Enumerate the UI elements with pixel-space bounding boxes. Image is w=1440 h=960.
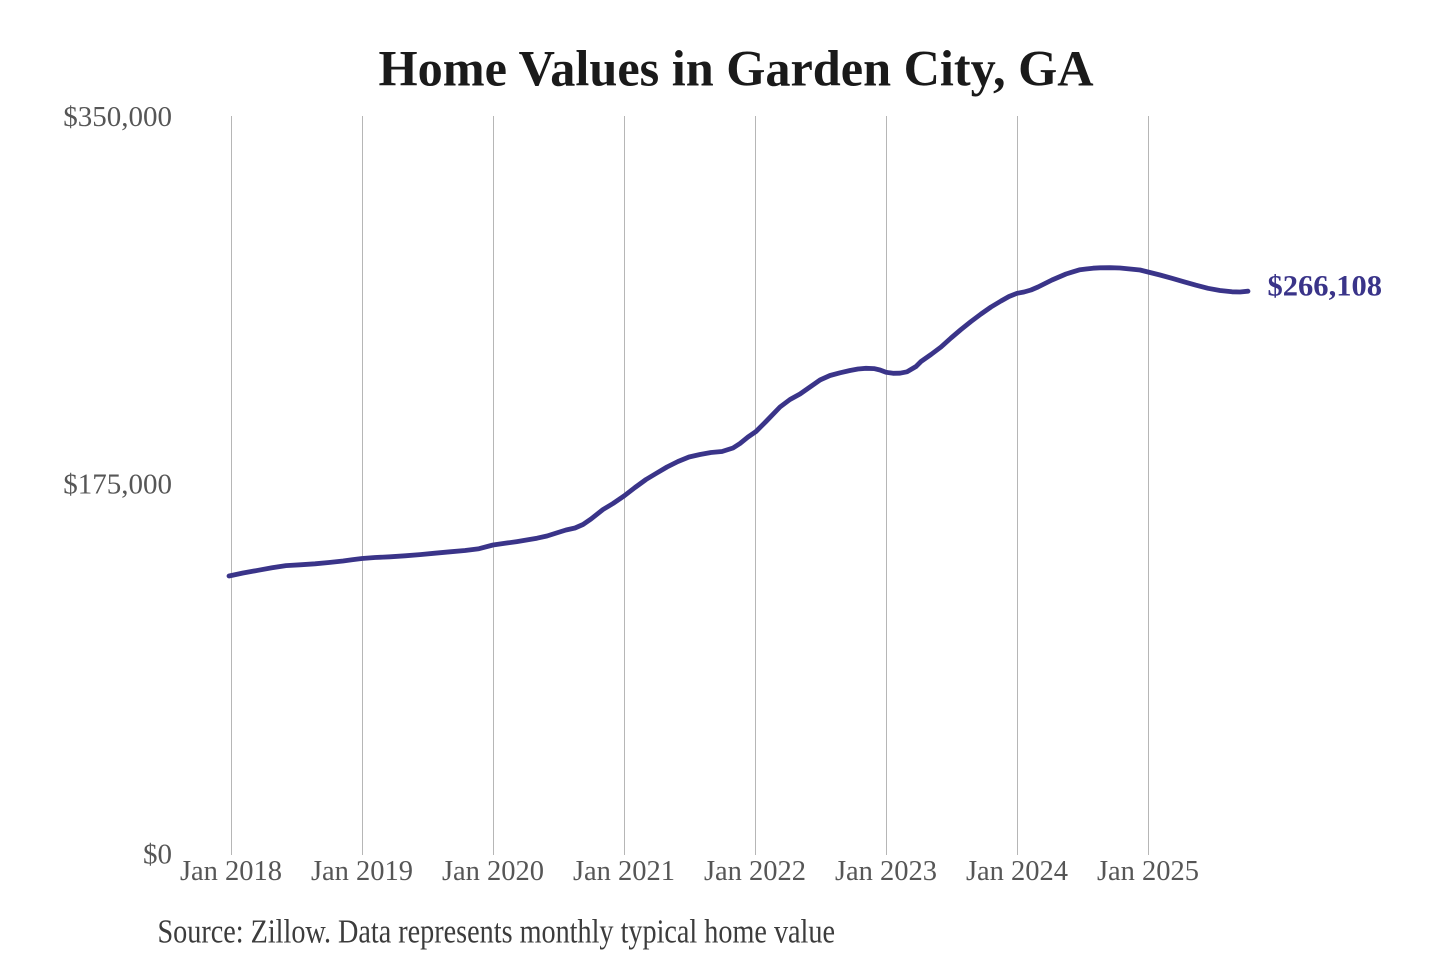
svg-text:Jan 2024: Jan 2024 [966,856,1068,887]
svg-text:Home Values in Garden City, GA: Home Values in Garden City, GA [379,42,1094,98]
svg-text:$266,108: $266,108 [1268,270,1383,303]
svg-text:Jan 2022: Jan 2022 [704,856,806,887]
svg-text:Jan 2025: Jan 2025 [1097,856,1199,887]
svg-text:Jan 2018: Jan 2018 [180,856,282,887]
svg-text:Jan 2020: Jan 2020 [442,856,544,887]
svg-text:$350,000: $350,000 [63,101,172,133]
svg-text:Jan 2021: Jan 2021 [573,856,675,887]
svg-text:$175,000: $175,000 [63,469,172,501]
svg-text:Source: Zillow. Data represent: Source: Zillow. Data represents monthly … [158,914,836,951]
svg-text:Jan 2019: Jan 2019 [311,856,413,887]
svg-text:Jan 2023: Jan 2023 [835,856,937,887]
svg-text:$0: $0 [143,839,172,871]
